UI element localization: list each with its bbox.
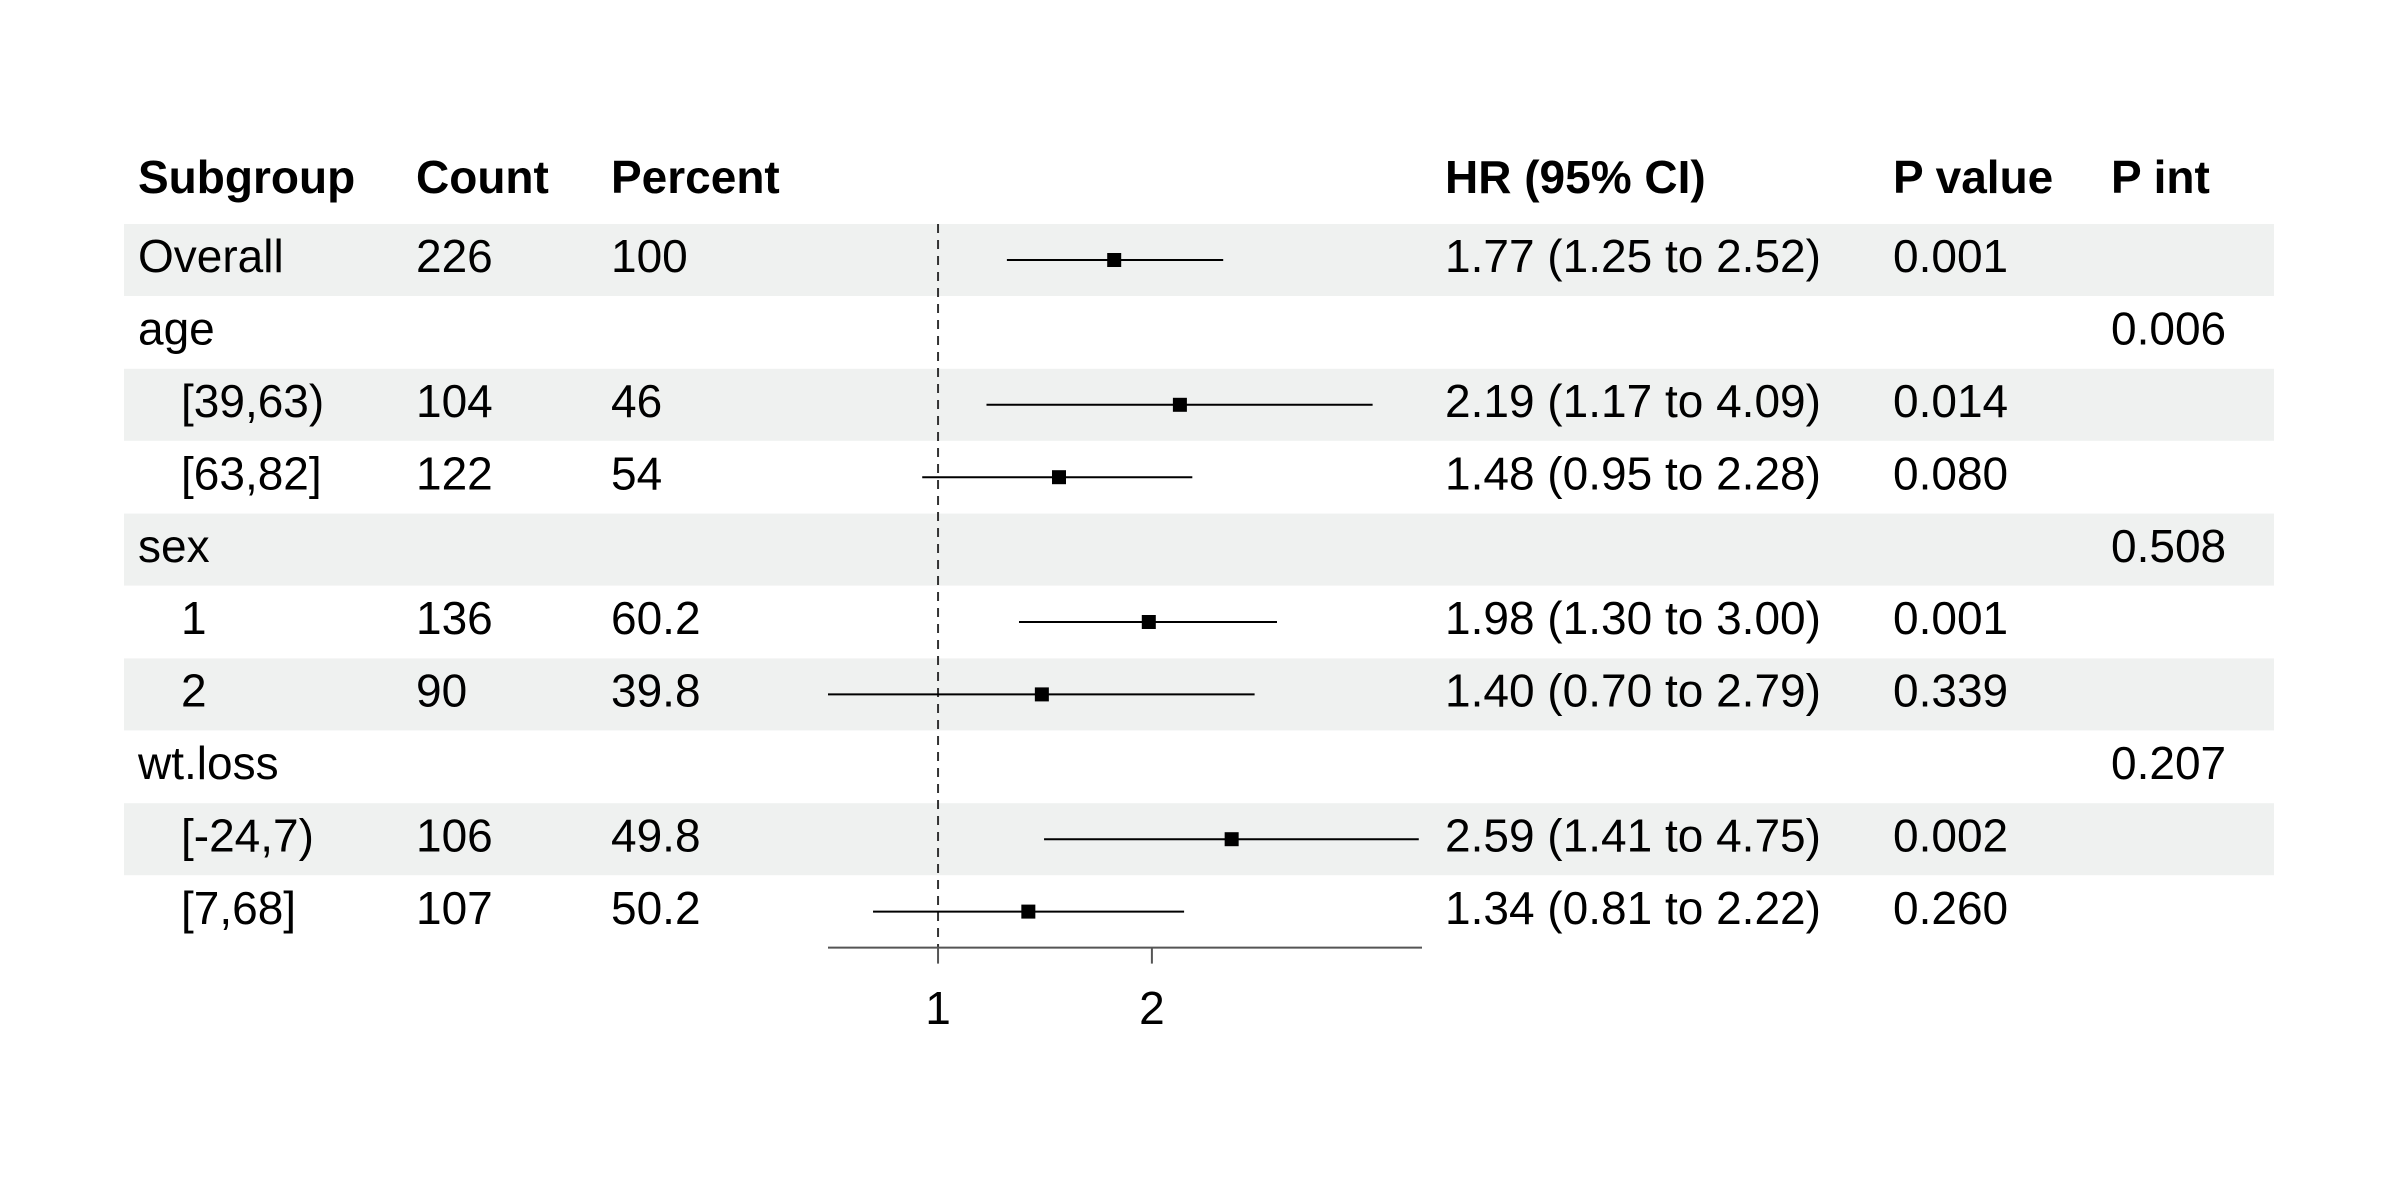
p-value: 0.014 [1893, 375, 2008, 427]
percent: 60.2 [611, 592, 701, 644]
subgroup-label: [-24,7) [181, 809, 314, 861]
subgroup-label: [7,68] [181, 882, 296, 934]
p-value: 0.001 [1893, 230, 2008, 282]
group-label: sex [138, 520, 210, 572]
count: 136 [416, 592, 493, 644]
x-tick-label: 1 [925, 982, 951, 1034]
hr-label: 2.59 (1.41 to 4.75) [1445, 809, 1821, 861]
subgroup-label: Overall [138, 230, 284, 282]
hr-label: 1.77 (1.25 to 2.52) [1445, 230, 1821, 282]
subgroup-label: 2 [181, 665, 207, 717]
subgroup-label: [39,63) [181, 375, 324, 427]
estimate-point [1051, 470, 1066, 485]
p-value: 0.339 [1893, 665, 2008, 717]
x-tick-label: 2 [1139, 982, 1165, 1034]
group-label: age [138, 303, 215, 355]
hr-label: 2.19 (1.17 to 4.09) [1445, 375, 1821, 427]
column-header: HR (95% CI) [1445, 151, 1706, 203]
column-header: P value [1893, 151, 2053, 203]
column-header: Count [416, 151, 549, 203]
p-value: 0.080 [1893, 447, 2008, 499]
count: 106 [416, 809, 493, 861]
p-int: 0.006 [2111, 303, 2226, 355]
group-label: wt.loss [137, 737, 279, 789]
subgroup-label: 1 [181, 592, 207, 644]
column-header: Subgroup [138, 151, 355, 203]
percent: 54 [611, 447, 662, 499]
hr-label: 1.98 (1.30 to 3.00) [1445, 592, 1821, 644]
percent: 46 [611, 375, 662, 427]
p-int: 0.508 [2111, 520, 2226, 572]
estimate-point [1107, 253, 1122, 267]
estimate-point [1021, 904, 1036, 919]
hr-label: 1.34 (0.81 to 2.22) [1445, 882, 1821, 934]
hr-label: 1.40 (0.70 to 2.79) [1445, 665, 1821, 717]
column-header: P int [2111, 151, 2210, 203]
count: 107 [416, 882, 493, 934]
estimate-point [1141, 615, 1156, 629]
p-value: 0.002 [1893, 809, 2008, 861]
p-int: 0.207 [2111, 737, 2226, 789]
estimate-point [1224, 832, 1239, 847]
count: 104 [416, 375, 493, 427]
p-value: 0.001 [1893, 592, 2008, 644]
estimate-point [1034, 687, 1049, 702]
percent: 49.8 [611, 809, 701, 861]
row-stripe [124, 513, 2274, 586]
percent: 50.2 [611, 882, 701, 934]
percent: 39.8 [611, 665, 701, 717]
count: 90 [416, 665, 467, 717]
estimate-point [1172, 397, 1187, 412]
subgroup-label: [63,82] [181, 447, 322, 499]
p-value: 0.260 [1893, 882, 2008, 934]
count: 122 [416, 447, 493, 499]
column-header: Percent [611, 151, 780, 203]
count: 226 [416, 230, 493, 282]
percent: 100 [611, 230, 688, 282]
hr-label: 1.48 (0.95 to 2.28) [1445, 447, 1821, 499]
